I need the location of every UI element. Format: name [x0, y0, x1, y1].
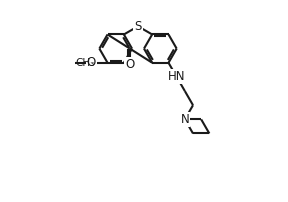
Text: O: O [125, 58, 134, 72]
Text: HN: HN [168, 70, 185, 83]
Text: N: N [181, 113, 189, 126]
Text: O: O [87, 56, 96, 69]
Text: S: S [134, 20, 142, 33]
Text: CH₃: CH₃ [76, 58, 95, 68]
